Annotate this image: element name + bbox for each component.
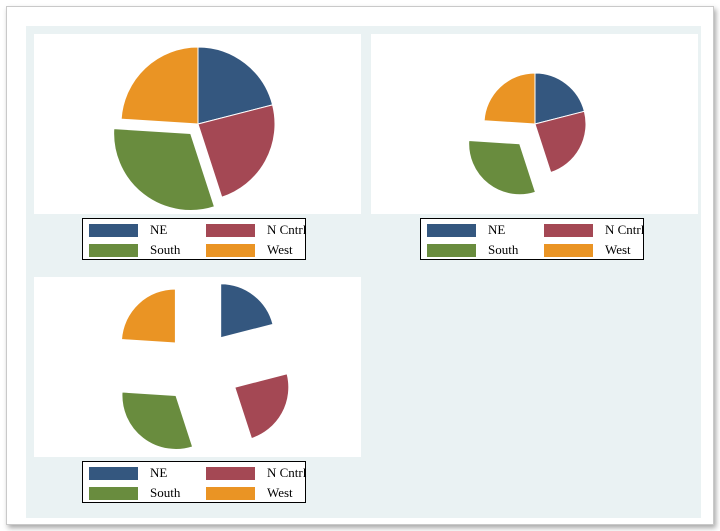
legend-swatch-n-cntrl (206, 224, 255, 237)
legend-label-west: West (267, 242, 293, 257)
legend-label-south: South (488, 242, 519, 257)
pie-slice-ne (534, 72, 586, 125)
legend-swatch-south (89, 244, 138, 257)
legend-label-west: West (267, 485, 293, 500)
legend-swatch-west (206, 487, 255, 500)
legend-2: NE N Cntrl South West (420, 218, 644, 260)
pie-slice-n-cntrl (234, 373, 290, 440)
legend-3: NE N Cntrl South West (82, 461, 306, 503)
legend-swatch-ne (427, 224, 476, 237)
legend-label-n-cntrl: N Cntrl (267, 222, 307, 237)
pie-slice-n-cntrl (534, 110, 587, 174)
legend-label-ne: NE (488, 222, 506, 237)
legend-swatch-n-cntrl (206, 467, 255, 480)
legend-swatch-south (427, 244, 476, 257)
legend-swatch-n-cntrl (544, 224, 593, 237)
pie-slice-n-cntrl (197, 104, 276, 198)
graph-area: NE N Cntrl South West (26, 26, 701, 518)
pie-slice-west (120, 46, 199, 125)
legend-swatch-west (206, 244, 255, 257)
pie-slice-west (120, 288, 176, 344)
pie-slice-west (483, 72, 536, 125)
legend-label-n-cntrl: N Cntrl (267, 465, 307, 480)
legend-label-n-cntrl: N Cntrl (605, 222, 645, 237)
figure-frame: NE N Cntrl South West (6, 6, 714, 525)
legend-1: NE N Cntrl South West (82, 218, 306, 260)
legend-swatch-ne (89, 467, 138, 480)
legend-label-ne: NE (150, 222, 168, 237)
plot-region-3 (34, 277, 361, 457)
pie-slice-south (121, 391, 194, 450)
legend-label-south: South (150, 485, 181, 500)
pie-slice-south (468, 140, 537, 196)
legend-label-south: South (150, 242, 181, 257)
legend-swatch-west (544, 244, 593, 257)
legend-swatch-south (89, 487, 138, 500)
pie-chart-3 (120, 283, 290, 450)
pie-slice-south (113, 128, 216, 211)
legend-swatch-ne (89, 224, 138, 237)
pie-slice-ne (220, 283, 274, 339)
pie-slice-ne (197, 46, 274, 125)
legend-label-west: West (605, 242, 631, 257)
plot-region-2 (371, 34, 698, 214)
plot-region-1 (34, 34, 361, 214)
pie-chart-1 (113, 46, 276, 211)
pie-chart-2 (468, 72, 587, 196)
legend-label-ne: NE (150, 465, 168, 480)
